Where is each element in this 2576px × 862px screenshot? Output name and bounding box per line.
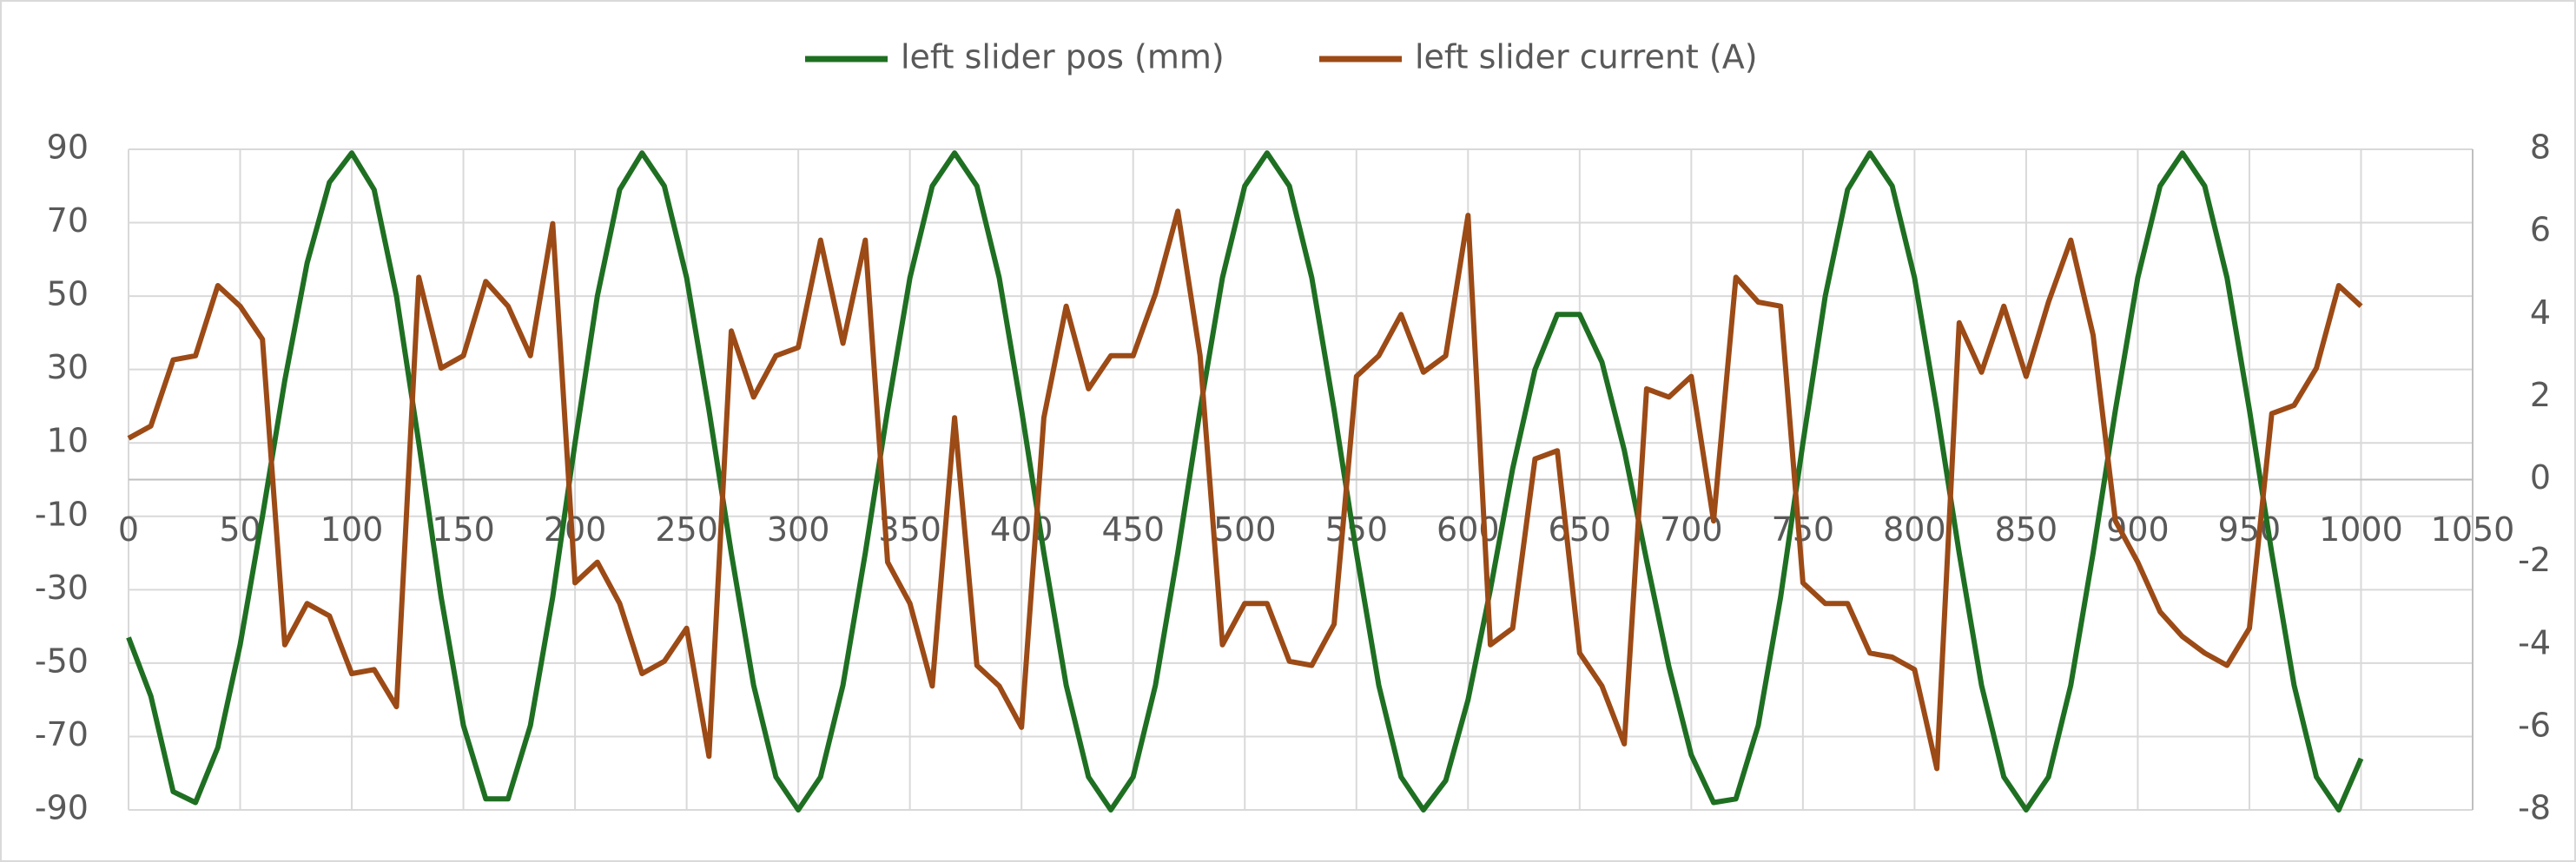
x-tick-label: 800 — [1883, 510, 1946, 549]
y2-tick-label: 8 — [2530, 128, 2551, 167]
y2-tick-label: 6 — [2530, 211, 2551, 249]
y-tick-label: 90 — [47, 128, 89, 167]
y2-tick-label: 0 — [2530, 458, 2551, 497]
y-tick-label: 10 — [47, 422, 89, 460]
x-tick-label: 450 — [1101, 510, 1165, 549]
x-tick-label: 600 — [1437, 510, 1500, 549]
y2-tick-label: -8 — [2518, 789, 2551, 827]
y-tick-label: -10 — [35, 495, 89, 533]
y2-tick-label: -2 — [2518, 541, 2551, 579]
y-tick-label: -90 — [35, 789, 89, 827]
y-tick-label: -70 — [35, 715, 89, 753]
x-tick-label: 150 — [432, 510, 495, 549]
legend-label: left slider pos (mm) — [901, 38, 1225, 76]
x-tick-label: 250 — [655, 510, 718, 549]
x-tick-label: 100 — [320, 510, 384, 549]
x-tick-label: 650 — [1549, 510, 1612, 549]
y-tick-label: -30 — [35, 569, 89, 607]
x-tick-label: 850 — [1995, 510, 2058, 549]
x-tick-label: 1000 — [2319, 510, 2403, 549]
y-tick-label: 50 — [47, 275, 89, 313]
y2-tick-label: 2 — [2530, 376, 2551, 414]
x-tick-label: 1050 — [2431, 510, 2515, 549]
legend-label: left slider current (A) — [1415, 38, 1758, 76]
x-tick-label: 500 — [1213, 510, 1277, 549]
x-tick-label: 750 — [1772, 510, 1835, 549]
x-tick-label: 0 — [118, 510, 139, 549]
x-tick-label: 350 — [878, 510, 941, 549]
y2-tick-label: 4 — [2530, 293, 2551, 332]
y-tick-label: -50 — [35, 642, 89, 680]
y-tick-label: 70 — [47, 201, 89, 240]
x-tick-label: 300 — [767, 510, 830, 549]
y2-tick-label: -6 — [2518, 706, 2551, 744]
y2-tick-label: -4 — [2518, 623, 2551, 661]
series-line — [127, 208, 2363, 772]
y-tick-label: 30 — [47, 348, 89, 386]
series-line — [126, 150, 2364, 813]
x-tick-label: 50 — [219, 510, 261, 549]
